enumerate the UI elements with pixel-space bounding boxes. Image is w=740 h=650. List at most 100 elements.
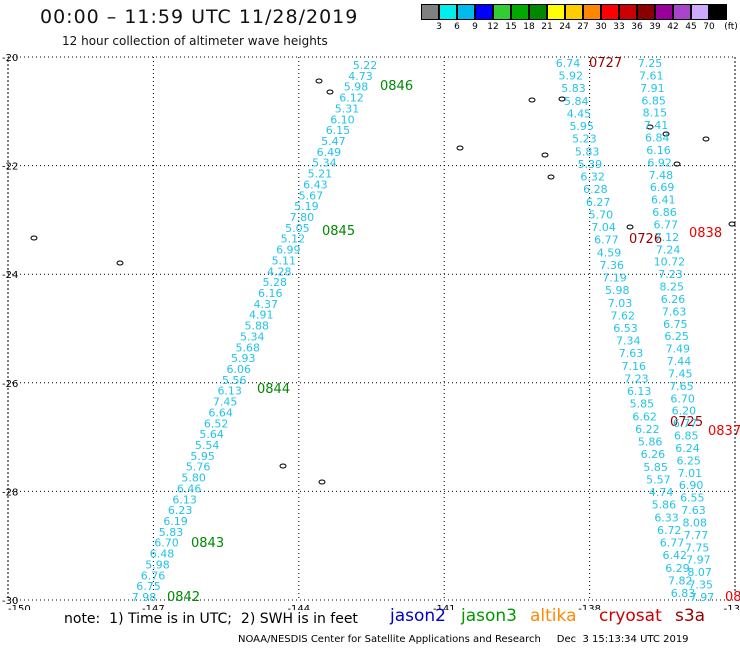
wave-height-value: 7.65: [669, 380, 694, 393]
legend-label: 70: [703, 22, 715, 32]
wave-height-value: 6.29: [665, 562, 690, 575]
wave-height-value: 7.24: [656, 243, 681, 256]
track-time-label: 0838: [689, 226, 722, 241]
wave-height-value: 5.19: [294, 200, 319, 213]
wave-height-value: 7.63: [681, 504, 706, 517]
wave-height-value: 7.23: [658, 268, 683, 281]
wave-height-value: 6.62: [632, 410, 657, 423]
island: [116, 260, 124, 266]
wave-height-value: 6.13: [217, 385, 242, 398]
lon-tick-label: -138: [578, 604, 601, 610]
wave-height-value: 5.83: [561, 82, 586, 95]
wave-height-value: 7.48: [649, 169, 674, 182]
wave-height-value: 6.27: [586, 196, 611, 209]
wave-height-value: 5.22: [353, 59, 378, 72]
wave-height-value: 6.53: [613, 322, 638, 335]
wave-height-value: 5.23: [572, 133, 597, 146]
legend-label: 21: [541, 22, 553, 32]
wave-height-value: 6.77: [673, 417, 698, 430]
legend-swatch: [511, 4, 529, 20]
wave-height-value: 8.07: [687, 566, 712, 579]
legend-swatch: [475, 4, 493, 20]
legend-swatch: [457, 4, 475, 20]
wave-height-value: 4.73: [348, 70, 373, 83]
wave-height-value: 5.84: [564, 95, 589, 108]
island: [673, 161, 681, 167]
legend-swatch: [439, 4, 457, 20]
footnote: note: 1) Time is in UTC; 2) SWH is in fe…: [64, 611, 358, 627]
legend-swatch: [583, 4, 601, 20]
wave-height-value: 4.74: [649, 486, 674, 499]
track-time-label: 0725: [670, 415, 703, 430]
legend-label: 39: [649, 22, 661, 32]
wave-height-value: 5.28: [263, 276, 288, 289]
wave-height-value: 8.15: [643, 107, 668, 120]
wave-height-value: 5.80: [181, 472, 206, 485]
wave-height-value: 7.35: [689, 579, 714, 592]
lon-tick-label: -150: [8, 604, 31, 610]
lon-tick-label: -141: [433, 604, 456, 610]
legend-label: 30: [595, 22, 607, 32]
island: [662, 131, 670, 137]
legend-label: 42: [667, 22, 679, 32]
legend-label: 24: [559, 22, 571, 32]
wave-height-value: 6.85: [641, 94, 666, 107]
wave-height-value: 7.77: [684, 529, 709, 542]
legend-swatch: [565, 4, 583, 20]
legend-label: 9: [472, 22, 478, 32]
wave-height-value: 6.75: [663, 318, 688, 331]
wave-height-value: 6.25: [664, 330, 689, 343]
wave-height-value: 5.98: [344, 81, 369, 94]
map-subtitle: 12 hour collection of altimeter wave hei…: [62, 34, 328, 48]
wave-height-value: 5.68: [235, 341, 260, 354]
island: [547, 174, 555, 180]
track-time-label: 0843: [191, 536, 224, 551]
island: [30, 235, 38, 241]
satellite-s3a-label: s3a: [675, 606, 706, 626]
wave-height-value: 5.98: [145, 558, 170, 571]
island: [702, 136, 710, 142]
wave-height-value: 7.63: [619, 347, 644, 360]
wave-height-value: 5.34: [312, 157, 337, 170]
wave-height-value: 5.83: [159, 526, 184, 539]
wave-height-value: 7.75: [685, 541, 710, 554]
wave-height-value: 7.45: [213, 396, 238, 409]
satellite-jason2-label: jason2: [390, 606, 446, 626]
legend-swatch: [421, 4, 439, 20]
wave-height-value: 6.28: [583, 183, 608, 196]
wave-height-value: 7.19: [602, 272, 627, 285]
wave-height-value: 5.31: [335, 102, 360, 115]
lat-tick-label: -22: [2, 162, 18, 173]
wave-height-value: 6.26: [641, 448, 666, 461]
lon-tick-label: -147: [142, 604, 165, 610]
wave-height-value: 6.43: [303, 178, 328, 191]
track-time-label: 0846: [380, 79, 413, 94]
wave-height-value: 6.06: [226, 363, 251, 376]
map-grid: [7, 56, 736, 601]
wave-height-value: 6.70: [670, 392, 695, 405]
wave-height-value: 7.01: [678, 467, 703, 480]
wave-height-value: 8.08: [682, 516, 707, 529]
wave-height-value: 5.92: [558, 70, 583, 83]
wave-height-value: 6.16: [646, 144, 671, 157]
legend-label: 6: [454, 22, 460, 32]
wave-height-value: 5.21: [308, 168, 333, 181]
map-frame: [7, 56, 736, 601]
island: [646, 124, 654, 130]
wave-height-value: 7.44: [667, 355, 692, 368]
wave-height-value: 6.23: [168, 504, 193, 517]
wave-height-value: 6.77: [653, 218, 678, 231]
island: [626, 224, 634, 230]
wave-height-value: 6.90: [679, 479, 704, 492]
legend-swatch: [601, 4, 619, 20]
lon-tick-label: -144: [287, 604, 310, 610]
satellite-jason3-label: jason3: [461, 606, 517, 626]
lon-tick-label: -135: [724, 604, 740, 610]
track-time-label: 0842: [167, 590, 200, 605]
legend-label: 33: [613, 22, 625, 32]
wave-height-value: 4.45: [567, 107, 592, 120]
wave-height-value: 6.13: [627, 385, 652, 398]
wave-height-value: 6.10: [330, 113, 355, 126]
wave-height-color-legend: 3 6 9 12 15 18 21 24 27 30 33 36 39 42 45 70 (ft): [421, 4, 738, 34]
island: [315, 78, 323, 84]
